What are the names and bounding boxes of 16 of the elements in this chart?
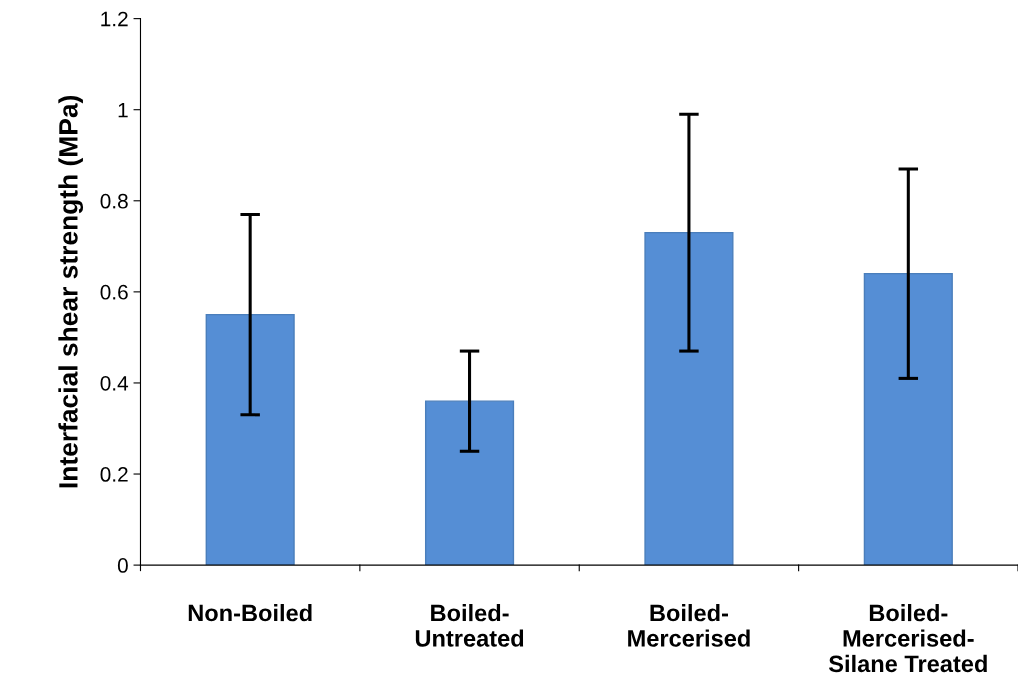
y-tick-label: 1.2 — [101, 11, 128, 27]
y-tick-label: 0.6 — [100, 284, 128, 300]
y-axis-title: Interfacial shear strength (MPa) — [58, 95, 84, 488]
y-tick-label: 0.8 — [100, 193, 128, 209]
bar — [644, 231, 734, 566]
x-tick-label: Boiled- Mercerised — [628, 604, 750, 647]
y-tick-label: 1 — [118, 102, 128, 118]
x-tick-label: Non-Boiled — [188, 604, 312, 622]
x-tick-label: Boiled- Untreated — [415, 604, 524, 647]
y-tick-label: 0 — [117, 558, 128, 573]
y-tick-label: 0.4 — [100, 375, 129, 391]
bar — [424, 400, 515, 566]
bar — [205, 313, 295, 566]
bar — [863, 272, 953, 566]
y-tick-label: 0.2 — [100, 467, 128, 482]
x-tick-label: Boiled- Mercerised- Silane Treated — [828, 604, 987, 673]
